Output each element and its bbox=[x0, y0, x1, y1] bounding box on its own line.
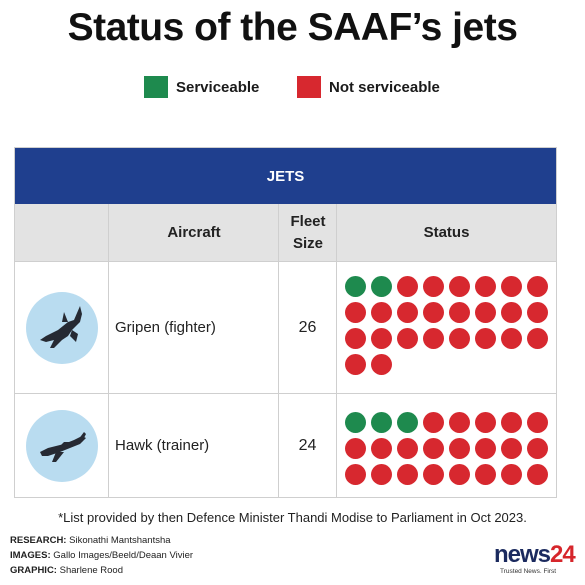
trainer-jet-icon bbox=[25, 409, 98, 482]
aircraft-name: Hawk (trainer) bbox=[115, 437, 210, 454]
status-dots-hawk bbox=[345, 412, 550, 490]
not-serviceable-dot bbox=[371, 438, 392, 459]
not-serviceable-dot bbox=[449, 464, 470, 485]
not-serviceable-dot bbox=[501, 412, 522, 433]
not-serviceable-dot bbox=[345, 354, 366, 375]
divider bbox=[15, 393, 556, 394]
divider bbox=[336, 204, 337, 497]
logo-number: 24 bbox=[550, 541, 576, 568]
not-serviceable-dot bbox=[449, 438, 470, 459]
not-serviceable-dot bbox=[449, 328, 470, 349]
not-serviceable-dot bbox=[449, 412, 470, 433]
news24-logo: news24 Trusted News. First bbox=[494, 543, 578, 576]
not-serviceable-dot bbox=[449, 302, 470, 323]
not-serviceable-dot bbox=[475, 276, 496, 297]
column-header-aircraft: Aircraft bbox=[167, 223, 221, 241]
footnote: *List provided by then Defence Minister … bbox=[58, 510, 527, 525]
not-serviceable-dot bbox=[397, 328, 418, 349]
serviceable-dot bbox=[371, 276, 392, 297]
not-serviceable-dot bbox=[345, 328, 366, 349]
not-serviceable-dot bbox=[423, 464, 444, 485]
not-serviceable-dot bbox=[501, 328, 522, 349]
credit-graphic-value: Sharlene Rood bbox=[59, 565, 124, 576]
not-serviceable-dot bbox=[371, 302, 392, 323]
fleet-size-value: 26 bbox=[298, 318, 317, 336]
not-serviceable-dot bbox=[449, 276, 470, 297]
not-serviceable-dot bbox=[475, 302, 496, 323]
logo-tagline: Trusted News. First bbox=[500, 568, 557, 575]
not-serviceable-dot bbox=[527, 464, 548, 485]
not-serviceable-dot bbox=[475, 328, 496, 349]
not-serviceable-dot bbox=[423, 412, 444, 433]
fleet-size-value: 24 bbox=[298, 436, 317, 454]
legend-item-not-serviceable: Not serviceable bbox=[297, 76, 440, 98]
not-serviceable-dot bbox=[397, 302, 418, 323]
not-serviceable-dot bbox=[345, 302, 366, 323]
divider bbox=[15, 261, 556, 262]
credit-research-label: RESEARCH: bbox=[10, 535, 67, 546]
not-serviceable-dot bbox=[371, 464, 392, 485]
logo-word: news bbox=[494, 541, 551, 568]
credit-graphic: GRAPHIC: Sharlene Rood bbox=[10, 563, 193, 578]
serviceable-dot bbox=[397, 412, 418, 433]
not-serviceable-dot bbox=[423, 302, 444, 323]
not-serviceable-dot bbox=[501, 302, 522, 323]
not-serviceable-dot bbox=[371, 354, 392, 375]
not-serviceable-dot bbox=[397, 438, 418, 459]
serviceable-dot bbox=[371, 412, 392, 433]
credit-graphic-label: GRAPHIC: bbox=[10, 565, 57, 576]
row-icon-cell bbox=[15, 262, 108, 393]
aircraft-name: Gripen (fighter) bbox=[115, 319, 216, 336]
not-serviceable-dot bbox=[527, 276, 548, 297]
not-serviceable-dot bbox=[397, 464, 418, 485]
credit-images: IMAGES: Gallo Images/Beeld/Deaan Vivier bbox=[10, 548, 193, 563]
not-serviceable-dot bbox=[501, 276, 522, 297]
not-serviceable-dot bbox=[501, 464, 522, 485]
not-serviceable-dot bbox=[423, 328, 444, 349]
legend-swatch-not-serviceable bbox=[297, 76, 321, 98]
divider bbox=[108, 204, 109, 497]
page-title: Status of the SAAF’s jets bbox=[67, 6, 518, 49]
jets-table: JETS Aircraft Fleet Size Status Gripen (… bbox=[14, 147, 557, 498]
credit-research: RESEARCH: Sikonathi Mantshantsha bbox=[10, 533, 193, 548]
not-serviceable-dot bbox=[345, 438, 366, 459]
not-serviceable-dot bbox=[501, 438, 522, 459]
serviceable-dot bbox=[345, 412, 366, 433]
legend-swatch-serviceable bbox=[144, 76, 168, 98]
credit-images-label: IMAGES: bbox=[10, 550, 51, 561]
legend-label-not-serviceable: Not serviceable bbox=[329, 78, 440, 96]
not-serviceable-dot bbox=[475, 438, 496, 459]
row-icon-cell bbox=[15, 394, 108, 497]
serviceable-dot bbox=[345, 276, 366, 297]
credit-images-value: Gallo Images/Beeld/Deaan Vivier bbox=[53, 550, 194, 561]
not-serviceable-dot bbox=[345, 464, 366, 485]
not-serviceable-dot bbox=[475, 412, 496, 433]
divider bbox=[278, 204, 279, 497]
not-serviceable-dot bbox=[423, 438, 444, 459]
legend-item-serviceable: Serviceable bbox=[144, 76, 259, 98]
legend: Serviceable Not serviceable bbox=[0, 76, 585, 100]
not-serviceable-dot bbox=[397, 276, 418, 297]
not-serviceable-dot bbox=[527, 438, 548, 459]
not-serviceable-dot bbox=[423, 276, 444, 297]
status-dots-gripen bbox=[345, 276, 550, 380]
table-header: JETS bbox=[15, 148, 556, 204]
credit-research-value: Sikonathi Mantshantsha bbox=[69, 535, 171, 546]
not-serviceable-dot bbox=[527, 328, 548, 349]
not-serviceable-dot bbox=[371, 328, 392, 349]
legend-label-serviceable: Serviceable bbox=[176, 78, 260, 96]
column-header-status: Status bbox=[423, 223, 470, 241]
credits: RESEARCH: Sikonathi Mantshantsha IMAGES:… bbox=[10, 533, 193, 578]
not-serviceable-dot bbox=[527, 302, 548, 323]
fighter-jet-icon bbox=[25, 291, 98, 364]
not-serviceable-dot bbox=[475, 464, 496, 485]
column-header-fleet-size: Fleet Size bbox=[290, 212, 326, 252]
column-header-row: Aircraft Fleet Size Status bbox=[15, 204, 556, 261]
not-serviceable-dot bbox=[527, 412, 548, 433]
logo-wordmark: news24 bbox=[494, 543, 578, 567]
